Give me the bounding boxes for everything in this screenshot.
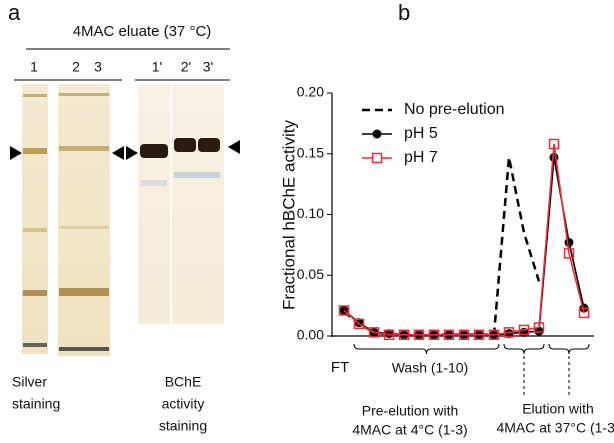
marker bbox=[353, 318, 365, 330]
series-line bbox=[343, 157, 585, 336]
marker bbox=[503, 327, 515, 338]
caption: activity bbox=[162, 396, 205, 412]
marker bbox=[548, 138, 560, 150]
panel-label: a bbox=[8, 0, 21, 25]
arrowhead bbox=[126, 146, 138, 160]
marker bbox=[384, 329, 394, 339]
marker bbox=[488, 329, 500, 341]
panel-label: b bbox=[398, 0, 410, 25]
y-axis-title: Fractional hBChE activity bbox=[279, 120, 298, 310]
group-label: 4MAC at 4°C (1-3) bbox=[352, 422, 467, 438]
arrowhead bbox=[112, 146, 124, 160]
y-tick-label: 0.10 bbox=[297, 205, 324, 221]
marker bbox=[578, 307, 590, 319]
lane-label: 1 bbox=[30, 59, 38, 75]
group-bracket bbox=[503, 343, 545, 355]
marker bbox=[534, 326, 544, 336]
caption: Silver bbox=[12, 374, 47, 390]
group-label: Wash (1-10) bbox=[392, 360, 469, 376]
marker bbox=[563, 248, 575, 259]
group-label: Pre-elution with bbox=[362, 403, 459, 419]
gel-title: 4MAC eluate (37 °C) bbox=[73, 23, 212, 40]
marker bbox=[533, 322, 545, 333]
legend-marker bbox=[372, 129, 382, 139]
marker bbox=[428, 329, 440, 341]
caption: BChE bbox=[165, 374, 202, 390]
marker bbox=[368, 327, 380, 338]
marker bbox=[518, 324, 530, 336]
x-tick-label: FT bbox=[331, 359, 349, 376]
legend-label: No pre-elution bbox=[404, 101, 505, 118]
marker bbox=[443, 329, 455, 341]
marker bbox=[458, 329, 470, 341]
y-tick-label: 0.20 bbox=[297, 84, 324, 100]
lane-label: 3' bbox=[203, 59, 213, 75]
silver-gel bbox=[22, 84, 110, 356]
group-bracket bbox=[353, 343, 500, 355]
lane-label: 2' bbox=[181, 59, 191, 75]
series-line bbox=[343, 143, 585, 336]
arrowhead bbox=[228, 140, 240, 154]
legend-label: pH 5 bbox=[404, 125, 438, 142]
marker bbox=[413, 329, 425, 341]
marker bbox=[383, 329, 395, 341]
caption: staining bbox=[12, 396, 60, 412]
lane-label: 2 bbox=[72, 59, 80, 75]
marker bbox=[564, 237, 574, 247]
caption: staining bbox=[159, 418, 207, 434]
marker bbox=[473, 329, 485, 341]
legend-marker bbox=[371, 152, 383, 164]
marker bbox=[338, 305, 350, 316]
marker bbox=[398, 329, 410, 341]
marker bbox=[549, 152, 559, 162]
activity-gel bbox=[138, 84, 224, 324]
lane-label: 3 bbox=[94, 59, 102, 75]
group-bracket bbox=[548, 343, 590, 355]
arrowhead bbox=[10, 146, 22, 160]
lane-label: 1' bbox=[152, 59, 162, 75]
y-tick-label: 0.15 bbox=[297, 144, 324, 160]
y-tick-label: 0.00 bbox=[297, 327, 324, 343]
series-line bbox=[343, 157, 541, 337]
legend-label: pH 7 bbox=[404, 149, 438, 166]
group-label: Elution with bbox=[522, 401, 594, 417]
group-label: 4MAC at 37°C (1-3) bbox=[496, 420, 614, 436]
y-tick-label: 0.05 bbox=[297, 266, 324, 282]
